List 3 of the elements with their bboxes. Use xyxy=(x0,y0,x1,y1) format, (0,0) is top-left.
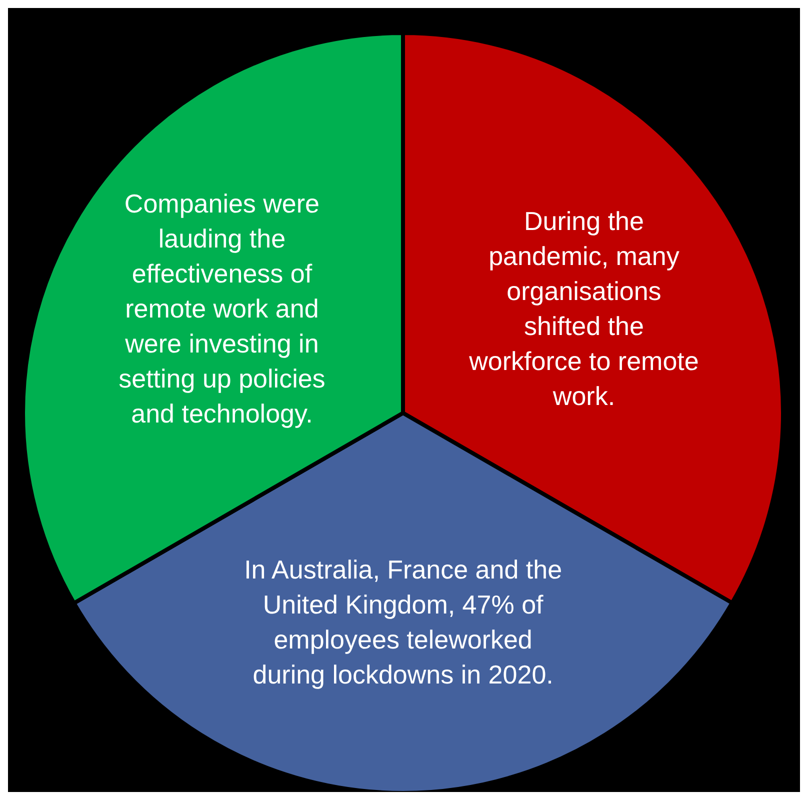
slice-label: During the pandemic, many organisations shifted the workforce to remote work. xyxy=(468,206,699,411)
slice-label: Companies were lauding the effectiveness of remote work and were investing in setting up policies and technology. xyxy=(118,188,326,429)
slice-label: In Australia, France and the United Kingdom, 47% of employees teleworked during lockdowns in 2020. xyxy=(244,554,562,690)
